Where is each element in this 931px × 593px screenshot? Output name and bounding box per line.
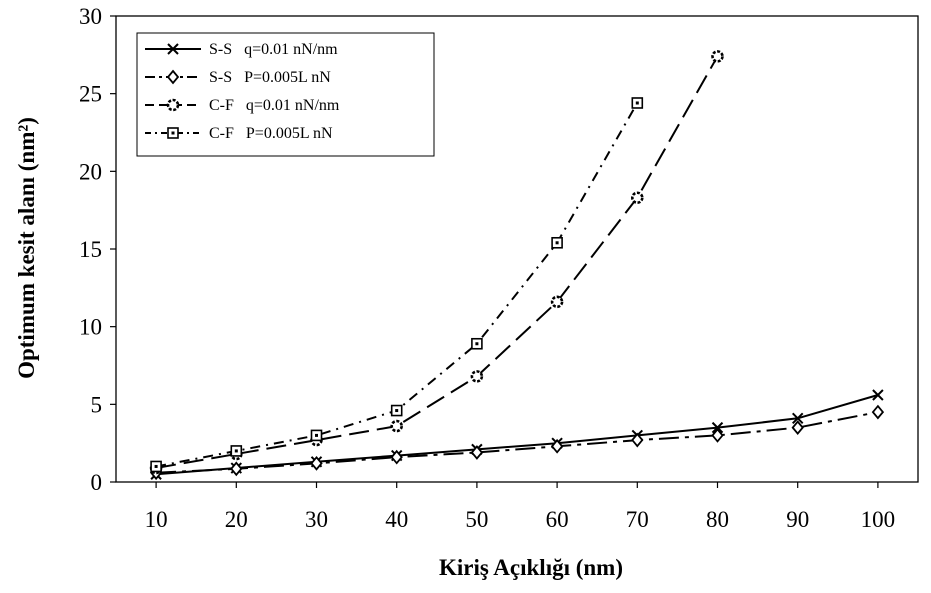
data-point-series-4 <box>551 236 563 249</box>
y-tick-label: 0 <box>91 470 103 495</box>
legend-box <box>136 32 435 157</box>
y-tick-label: 30 <box>79 4 102 29</box>
x-tick-label: 90 <box>786 507 809 532</box>
data-point-series-4 <box>230 445 243 457</box>
data-point-series-2 <box>871 404 885 420</box>
legend-label-2: S-S P=0.005L nN <box>209 69 331 86</box>
legend-marker-1 <box>167 43 179 55</box>
legend-label-1: S-S q=0.01 nN/nm <box>209 41 338 58</box>
series-line-3 <box>155 55 719 469</box>
y-tick-label: 10 <box>79 315 102 340</box>
x-tick-label: 100 <box>861 507 896 532</box>
x-tick-label: 40 <box>385 507 408 532</box>
data-point-series-4 <box>471 337 483 350</box>
series-line-2 <box>156 411 879 474</box>
data-point-series-2 <box>230 461 243 477</box>
x-axis-title: Kiriş Açıklığı (nm) <box>439 555 623 580</box>
data-point-series-2 <box>631 432 644 448</box>
data-point-series-4 <box>150 460 162 473</box>
x-tick-label: 80 <box>706 507 729 532</box>
data-point-series-2 <box>390 449 403 465</box>
legend-marker-2 <box>166 69 180 85</box>
x-tick-label: 70 <box>626 507 649 532</box>
data-point-series-1 <box>791 412 804 425</box>
data-point-series-3 <box>550 295 564 309</box>
data-point-series-1 <box>872 389 884 401</box>
data-point-series-2 <box>791 420 804 436</box>
x-tick-label: 50 <box>465 507 488 532</box>
data-point-series-3 <box>390 419 404 433</box>
data-point-series-3 <box>711 50 724 63</box>
data-point-series-3 <box>470 370 484 383</box>
data-point-series-2 <box>310 455 323 471</box>
x-tick-label: 20 <box>225 507 248 532</box>
legend-label-4: C-F P=0.005L nN <box>209 125 333 142</box>
x-tick-label: 30 <box>305 507 328 532</box>
data-point-series-2 <box>550 438 564 454</box>
legend-marker-4 <box>167 127 179 139</box>
y-tick-label: 15 <box>79 237 102 262</box>
legend-label-3: C-F q=0.01 nN/nm <box>209 97 340 114</box>
data-point-series-4 <box>310 429 323 442</box>
data-point-series-4 <box>631 97 644 109</box>
data-point-series-1 <box>711 421 724 434</box>
y-tick-label: 25 <box>79 82 102 107</box>
x-tick-label: 60 <box>546 507 569 532</box>
data-point-series-3 <box>630 191 644 205</box>
y-tick-label: 5 <box>91 392 103 417</box>
y-axis-title: Optimum kesit alanı (nm²) <box>14 117 39 379</box>
legend-marker-3 <box>166 98 180 112</box>
x-tick-label: 10 <box>145 507 168 532</box>
series-line-1 <box>156 394 879 476</box>
y-tick-label: 20 <box>79 159 102 184</box>
data-point-series-2 <box>470 445 484 460</box>
data-point-series-4 <box>390 404 403 417</box>
data-point-series-2 <box>711 427 724 443</box>
